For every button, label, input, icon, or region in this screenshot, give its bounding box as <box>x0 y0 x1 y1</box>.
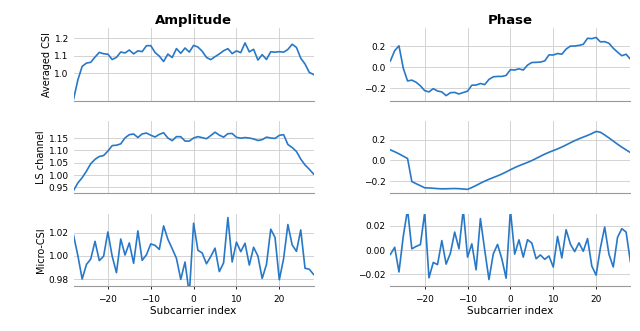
X-axis label: Subcarrier index: Subcarrier index <box>150 307 237 316</box>
Y-axis label: Averaged CSI: Averaged CSI <box>42 32 52 97</box>
Title: Amplitude: Amplitude <box>155 14 232 27</box>
Title: Phase: Phase <box>488 14 533 27</box>
X-axis label: Subcarrier index: Subcarrier index <box>467 307 554 316</box>
Y-axis label: LS channel: LS channel <box>36 130 46 184</box>
Y-axis label: Micro-CSI: Micro-CSI <box>36 227 46 273</box>
